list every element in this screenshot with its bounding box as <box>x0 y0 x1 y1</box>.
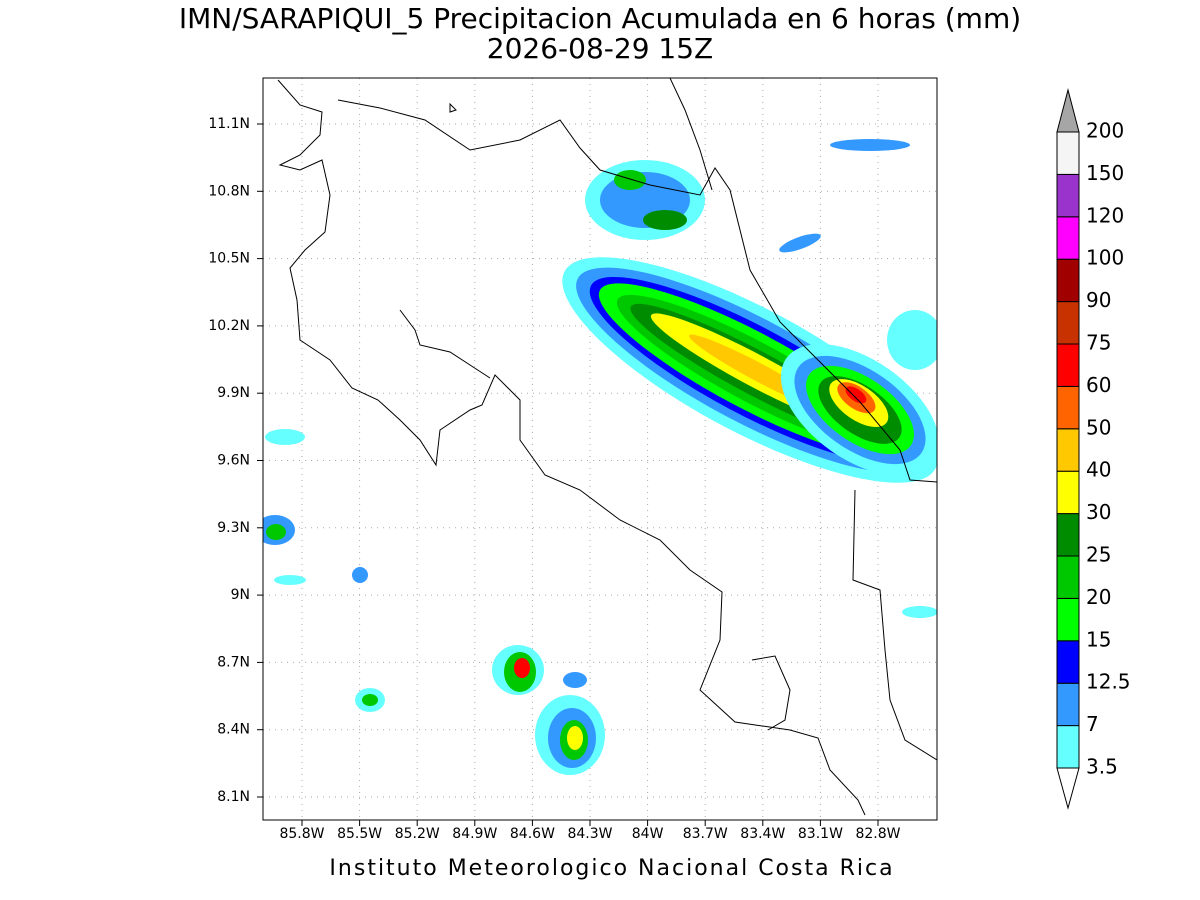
lat-label: 10.2N <box>208 318 250 334</box>
colorbar-over <box>1056 88 1080 133</box>
colorbar-label: 120 <box>1086 203 1124 227</box>
title: IMN/SARAPIQUI_5 Precipitacion Acumulada … <box>179 2 1021 35</box>
colorbar-label: 150 <box>1086 161 1124 185</box>
lon-label: 84.3W <box>567 826 612 842</box>
lon-label: 83.7W <box>683 826 728 842</box>
lat-label: 11.1N <box>208 116 250 132</box>
colorbar-label: 15 <box>1086 627 1111 651</box>
lon-label: 84W <box>632 826 664 842</box>
colorbar-segment <box>1056 555 1080 599</box>
colorbar: 3.5 7 12.5 15 20 25 30 40 50 60 75 90 100 120 150 200 <box>1056 88 1131 810</box>
lon-label: 84.6W <box>510 826 555 842</box>
map-frame <box>262 77 938 821</box>
lat-label: 8.4N <box>217 722 250 738</box>
colorbar-segment <box>1056 513 1080 557</box>
lat-label: 8.7N <box>217 654 250 670</box>
colorbar-segment <box>1056 385 1080 430</box>
colorbar-label: 40 <box>1086 458 1111 482</box>
colorbar-segment <box>1056 725 1080 769</box>
colorbar-label: 30 <box>1086 500 1111 524</box>
lon-label: 83.4W <box>740 826 785 842</box>
lat-label: 9.9N <box>217 385 250 401</box>
lat-label: 8.1N <box>217 789 250 805</box>
lat-label: 10.8N <box>208 183 250 199</box>
lon-label: 85.2W <box>395 826 440 842</box>
colorbar-label: 90 <box>1086 288 1111 312</box>
subtitle: 2026-08-29 15Z <box>487 32 713 65</box>
lon-label: 83.1W <box>798 826 843 842</box>
colorbar-label: 20 <box>1086 585 1111 609</box>
lat-label: 9.3N <box>217 520 250 536</box>
footer: Instituto Meteorologico Nacional Costa R… <box>329 856 894 881</box>
colorbar-segment <box>1056 470 1080 515</box>
colorbar-segment <box>1056 343 1080 387</box>
colorbar-label: 60 <box>1086 373 1111 397</box>
lon-label: 84.9W <box>452 826 497 842</box>
colorbar-label: 12.5 <box>1086 670 1131 694</box>
lon-label: 85.8W <box>279 826 324 842</box>
colorbar-segment <box>1056 173 1080 218</box>
colorbar-segment <box>1056 216 1080 260</box>
colorbar-under <box>1056 767 1080 810</box>
lat-label: 9.6N <box>217 453 250 469</box>
colorbar-label: 3.5 <box>1086 755 1118 779</box>
coastline <box>277 78 937 816</box>
colorbar-segment <box>1056 131 1080 175</box>
colorbar-label: 7 <box>1086 712 1099 736</box>
colorbar-label: 75 <box>1086 331 1111 355</box>
colorbar-label: 100 <box>1086 246 1124 270</box>
colorbar-label: 200 <box>1086 119 1124 143</box>
colorbar-segment <box>1056 428 1080 472</box>
lon-label: 85.5W <box>337 826 382 842</box>
precipitation <box>263 139 937 775</box>
colorbar-segment <box>1056 682 1080 727</box>
colorbar-segment <box>1056 301 1080 345</box>
colorbar-segment <box>1056 258 1080 303</box>
lat-label: 9N <box>231 587 250 603</box>
colorbar-segment <box>1056 597 1080 642</box>
colorbar-label: 50 <box>1086 415 1111 439</box>
colorbar-label: 25 <box>1086 543 1111 567</box>
lat-label: 10.5N <box>208 251 250 267</box>
colorbar-segment <box>1056 640 1080 684</box>
lon-label: 82.8W <box>855 826 900 842</box>
